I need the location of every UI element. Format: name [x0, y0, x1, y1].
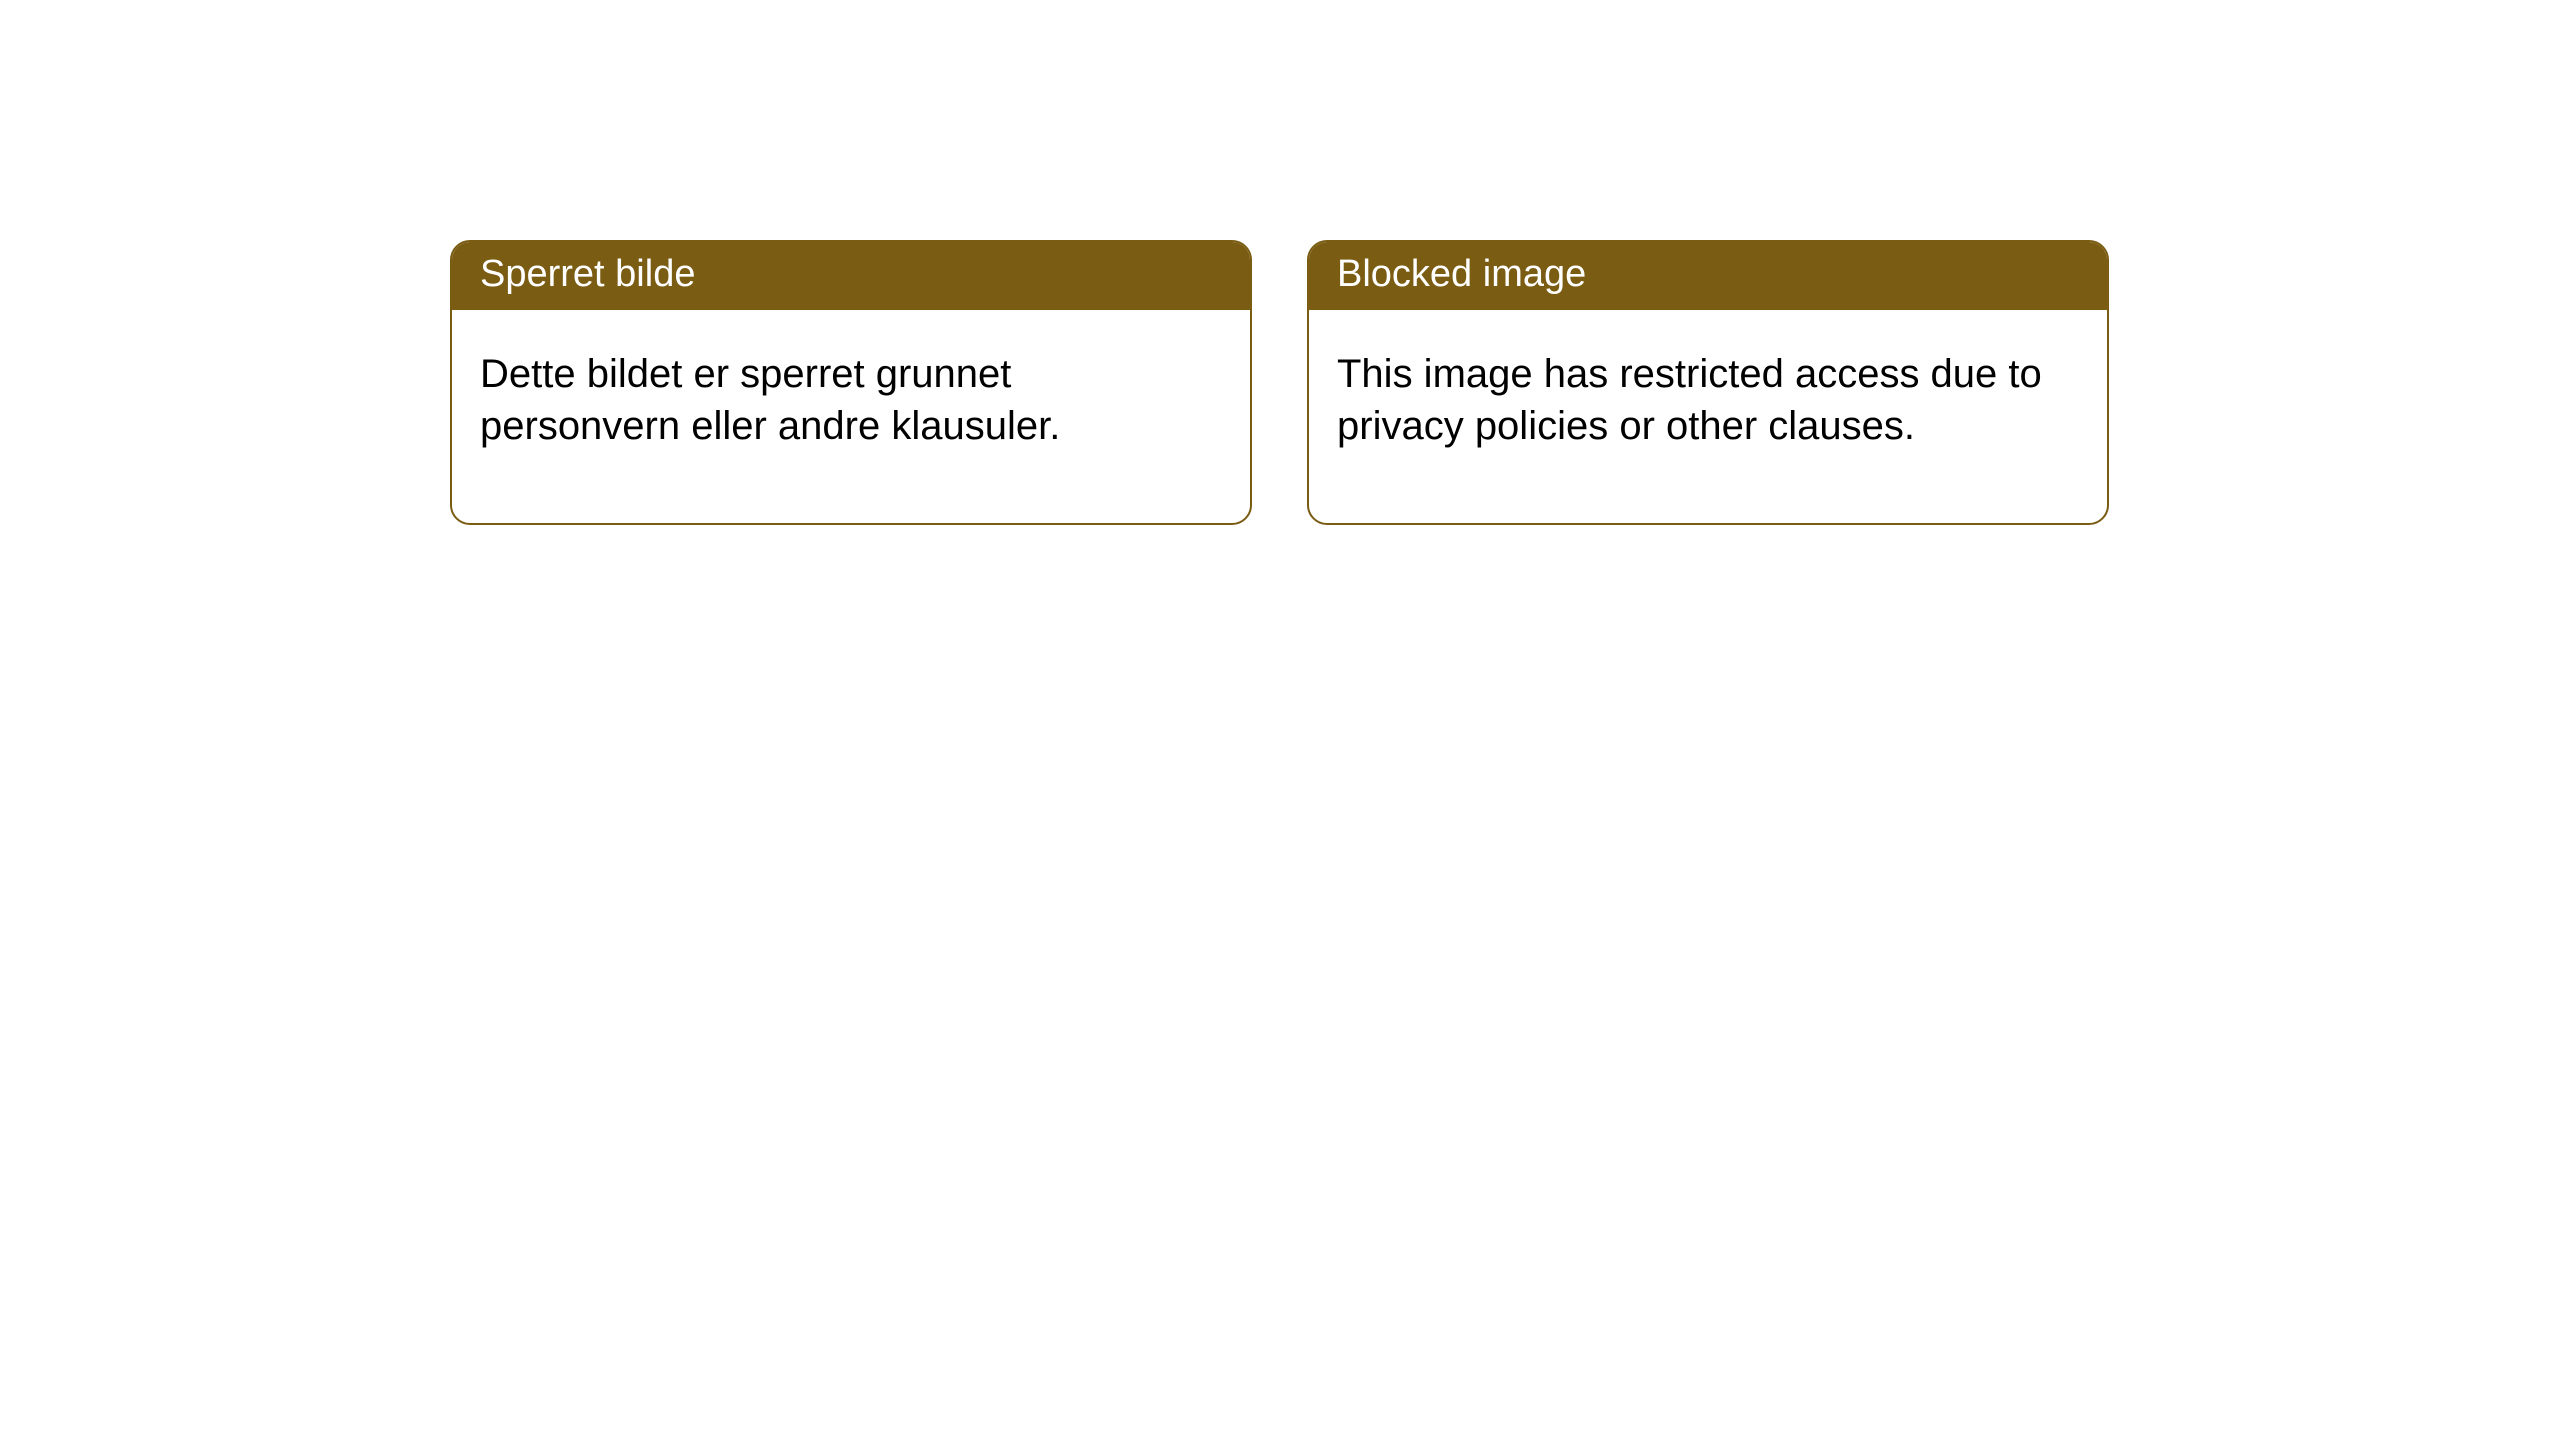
card-title: Sperret bilde: [480, 253, 695, 295]
card-title: Blocked image: [1337, 253, 1586, 295]
card-header: Blocked image: [1309, 242, 2107, 310]
notice-card-english: Blocked image This image has restricted …: [1307, 240, 2109, 525]
card-body-text: Dette bildet er sperret grunnet personve…: [480, 352, 1060, 449]
card-header: Sperret bilde: [452, 242, 1250, 310]
notice-cards-container: Sperret bilde Dette bildet er sperret gr…: [450, 240, 2109, 525]
card-body: This image has restricted access due to …: [1309, 310, 2107, 524]
notice-card-norwegian: Sperret bilde Dette bildet er sperret gr…: [450, 240, 1252, 525]
card-body-text: This image has restricted access due to …: [1337, 352, 2042, 449]
card-body: Dette bildet er sperret grunnet personve…: [452, 310, 1250, 524]
